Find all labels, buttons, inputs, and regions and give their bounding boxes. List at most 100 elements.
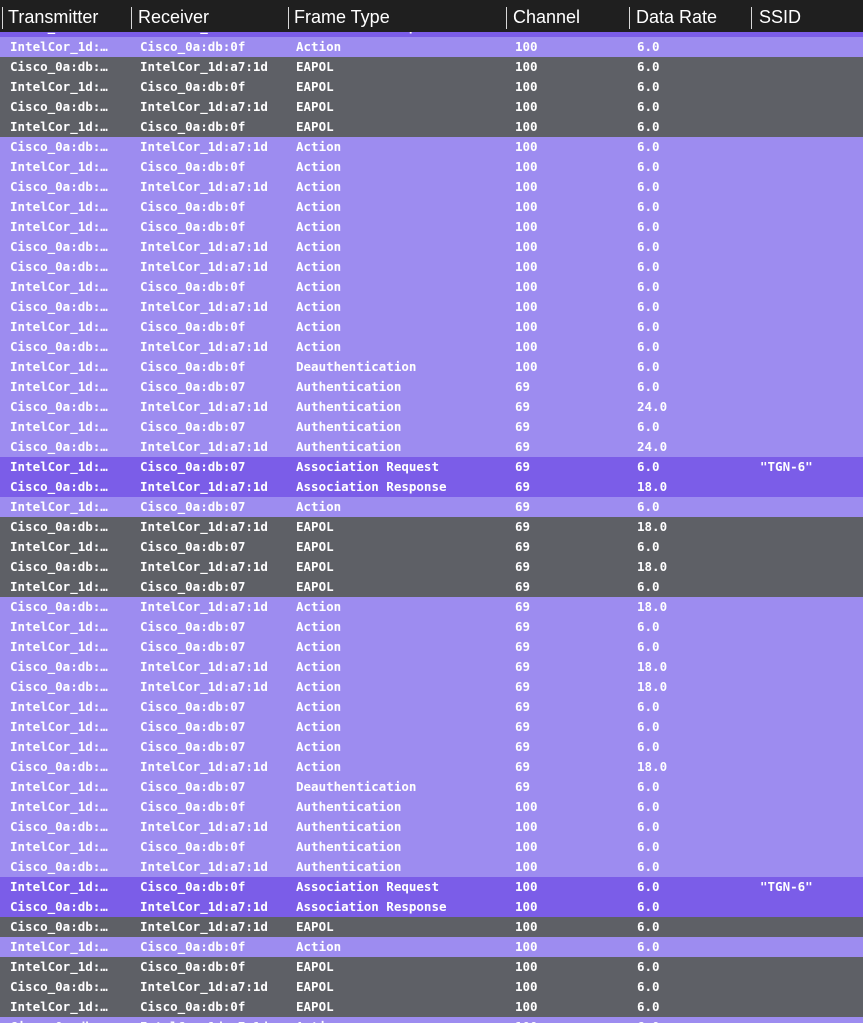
packet-row[interactable]: IntelCor_1d:… Cisco_0a:db:0f Action 100 6.0 <box>0 37 863 57</box>
packet-row[interactable]: Cisco_0a:db:… IntelCor_1d:a7:1d Action 69 18… <box>0 677 863 697</box>
column-title[interactable]: Channel <box>513 7 581 27</box>
cell: 6.0 <box>637 839 660 854</box>
cell: Cisco_0a:db:… <box>10 99 108 114</box>
packet-row[interactable]: IntelCor_1d:… Cisco_0a:db:0f Action 100 6.0 <box>0 937 863 957</box>
packet-row[interactable]: Cisco_0a:db:… IntelCor_1d:a7:1d Action 100 6… <box>0 257 863 277</box>
packet-row[interactable]: IntelCor_1d:… Cisco_0a:db:0f Deauthenticat… <box>0 357 863 377</box>
packet-row[interactable]: Cisco_0a:db:… IntelCor_1d:a7:1d Action 100 6… <box>0 337 863 357</box>
cell: Cisco_0a:db:… <box>10 239 108 254</box>
cell: Cisco_0a:db:… <box>10 299 108 314</box>
cell: Association Request <box>296 879 439 894</box>
packet-row[interactable]: Cisco_0a:db:… IntelCor_1d:a7:1d EAPOL 100 6.… <box>0 977 863 997</box>
packet-row[interactable]: Cisco_0a:db:… IntelCor_1d:a7:1d EAPOL 100 6.… <box>0 57 863 77</box>
cell: IntelCor_1d:… <box>10 799 108 814</box>
cell: IntelCor_1d:… <box>10 999 108 1014</box>
packet-row[interactable]: Cisco_0a:db:… IntelCor_1d:a7:1d Action 69 18… <box>0 757 863 777</box>
packet-row[interactable]: IntelCor_1d:… Cisco_0a:db:07 Action 69 6.0 <box>0 717 863 737</box>
packet-row[interactable]: Cisco_0a:db:… IntelCor_1d:a7:1d EAPOL 100 6.… <box>0 97 863 117</box>
packet-row[interactable]: IntelCor_1d:… Cisco_0a:db:07 EAPOL 69 6.0 <box>0 537 863 557</box>
packet-row[interactable]: Cisco_0a:db:… IntelCor_1d:a7:1d EAPOL 69 18.… <box>0 517 863 537</box>
cell: Cisco_0a:db:0f <box>140 959 246 974</box>
cell: 6.0 <box>637 999 660 1014</box>
cell: Cisco_0a:db:07 <box>140 499 246 514</box>
packet-row[interactable]: IntelCor_1d:… Cisco_0a:db:07 Authenticatio… <box>0 377 863 397</box>
cell: IntelCor_1d:a7:1d <box>140 259 268 274</box>
packet-row[interactable]: Cisco_0a:db:… IntelCor_1d:a7:1d Action 100 6… <box>0 137 863 157</box>
cell: IntelCor_1d:… <box>10 359 108 374</box>
packet-row[interactable]: Cisco_0a:db:… IntelCor_1d:a7:1d Action 69 18… <box>0 657 863 677</box>
cell: 6.0 <box>637 879 660 894</box>
column-title[interactable]: Data Rate <box>636 7 718 27</box>
cell: Cisco_0a:db:0f <box>140 79 246 94</box>
packet-row[interactable]: IntelCor_1d:… Cisco_0a:db:07 Action 69 6.0 <box>0 497 863 517</box>
packet-row[interactable]: IntelCor_1d:… Cisco_0a:db:0f Action 100 6.0 <box>0 277 863 297</box>
cell: Action <box>296 319 342 334</box>
cell: Action <box>296 659 342 674</box>
cell: IntelCor_1d:… <box>10 699 108 714</box>
packet-row[interactable]: Cisco_0a:db:… IntelCor_1d:a7:1d Authentica… <box>0 817 863 837</box>
packet-row[interactable]: IntelCor_1d:… Cisco_0a:db:07 Action 69 6.0 <box>0 617 863 637</box>
cell: 69 <box>515 419 531 434</box>
cell: Authentication <box>296 819 402 834</box>
packet-row[interactable]: IntelCor_1d:… Cisco_0a:db:07 Action 69 6.0 <box>0 637 863 657</box>
packet-row[interactable]: IntelCor_1d:… Cisco_0a:db:0f EAPOL 100 6.0 <box>0 957 863 977</box>
cell: IntelCor_1d:… <box>10 459 108 474</box>
packet-row[interactable]: Cisco_0a:db:… IntelCor_1d:a7:1d Action 100 6… <box>0 177 863 197</box>
cell: 6.0 <box>637 59 660 74</box>
cell: 6.0 <box>637 219 660 234</box>
packet-row[interactable]: IntelCor_1d:… Cisco_0a:db:07 EAPOL 69 6.0 <box>0 577 863 597</box>
column-title[interactable]: Transmitter <box>8 7 99 27</box>
cell: Cisco_0a:db:… <box>10 479 108 494</box>
packet-row[interactable]: IntelCor_1d:… Cisco_0a:db:07 Action 69 6.0 <box>0 737 863 757</box>
cell: 6.0 <box>637 539 660 554</box>
packet-row[interactable]: Cisco_0a:db:… IntelCor_1d:a7:1d Action 100 6… <box>0 1017 863 1023</box>
cell: 6.0 <box>637 419 660 434</box>
cell: Cisco_0a:db:… <box>10 979 108 994</box>
packet-row[interactable]: Cisco_0a:db:… IntelCor_1d:a7:1d Authentica… <box>0 857 863 877</box>
cell: IntelCor_1d:… <box>10 39 108 54</box>
column-title[interactable]: Receiver <box>138 7 210 27</box>
cell: 69 <box>515 379 531 394</box>
cell: Cisco_0a:db:0f <box>140 359 246 374</box>
packet-row[interactable]: IntelCor_1d:… Cisco_0a:db:0f Association R… <box>0 877 863 897</box>
packet-row[interactable]: Cisco_0a:db:… IntelCor_1d:a7:1d Action 100 6… <box>0 237 863 257</box>
packet-row[interactable]: Cisco_0a:db:… IntelCor_1d:a7:1d Associatio… <box>0 897 863 917</box>
cell: IntelCor_1d:… <box>10 639 108 654</box>
packet-row[interactable]: Cisco_0a:db:… IntelCor_1d:a7:1d Authentica… <box>0 397 863 417</box>
packet-row[interactable]: IntelCor_1d:… Cisco_0a:db:07 Action 69 6.0 <box>0 697 863 717</box>
column-title[interactable]: SSID <box>759 7 802 27</box>
cell: Cisco_0a:db:… <box>10 819 108 834</box>
cell: 6.0 <box>637 79 660 94</box>
cell: IntelCor_1d:a7:1d <box>140 859 268 874</box>
packet-row[interactable]: IntelCor_1d:… Cisco_0a:db:07 Authenticatio… <box>0 417 863 437</box>
cell: 18.0 <box>637 519 668 534</box>
packet-row[interactable]: IntelCor_1d:… Cisco_0a:db:0f Action 100 6.0 <box>0 197 863 217</box>
packet-row[interactable]: Cisco_0a:db:… IntelCor_1d:a7:1d Authentica… <box>0 437 863 457</box>
cell: Cisco_0a:db:0f <box>140 879 246 894</box>
packet-row[interactable]: IntelCor_1d:… Cisco_0a:db:0f EAPOL 100 6.0 <box>0 77 863 97</box>
column-separator <box>131 7 132 29</box>
cell: IntelCor_1d:… <box>10 199 108 214</box>
cell: 100 <box>515 199 538 214</box>
packet-row[interactable]: Cisco_0a:db:… IntelCor_1d:a7:1d Action 100 6… <box>0 297 863 317</box>
packet-row[interactable]: IntelCor_1d:… Cisco_0a:db:0f EAPOL 100 6.0 <box>0 997 863 1017</box>
packet-row[interactable]: IntelCor_1d:… Cisco_0a:db:07 Deauthenticat… <box>0 777 863 797</box>
packet-row[interactable]: IntelCor_1d:… Cisco_0a:db:0f Authenticatio… <box>0 797 863 817</box>
packet-row[interactable]: Cisco_0a:db:… IntelCor_1d:a7:1d Action 69 18… <box>0 597 863 617</box>
packet-row[interactable]: Cisco_0a:db:… IntelCor_1d:a7:1d EAPOL 100 6.… <box>0 917 863 937</box>
column-title[interactable]: Frame Type <box>294 7 390 27</box>
packet-row[interactable]: IntelCor_1d:… Cisco_0a:db:0f Action 100 6.0 <box>0 217 863 237</box>
packet-row[interactable]: Cisco_0a:db:… IntelCor_1d:a7:1d Associatio… <box>0 477 863 497</box>
cell: 100 <box>515 859 538 874</box>
cell: Action <box>296 339 342 354</box>
cell: Action <box>296 739 342 754</box>
packet-row[interactable]: Cisco_0a:db:… IntelCor_1d:a7:1d EAPOL 69 18.… <box>0 557 863 577</box>
packet-row[interactable]: IntelCor_1d:… Cisco_0a:db:0f Action 100 6.0 <box>0 157 863 177</box>
packet-row[interactable]: IntelCor_1d:… Cisco_0a:db:0f EAPOL 100 6.0 <box>0 117 863 137</box>
cell: 69 <box>515 579 531 594</box>
packet-row[interactable]: IntelCor_1d:… Cisco_0a:db:0f Authenticatio… <box>0 837 863 857</box>
cell: IntelCor_1d:a7:1d <box>140 399 268 414</box>
packet-row[interactable]: IntelCor_1d:… Cisco_0a:db:0f Action 100 6.0 <box>0 317 863 337</box>
cell: Cisco_0a:db:0f <box>140 839 246 854</box>
packet-row[interactable]: IntelCor_1d:… Cisco_0a:db:07 Association R… <box>0 457 863 477</box>
